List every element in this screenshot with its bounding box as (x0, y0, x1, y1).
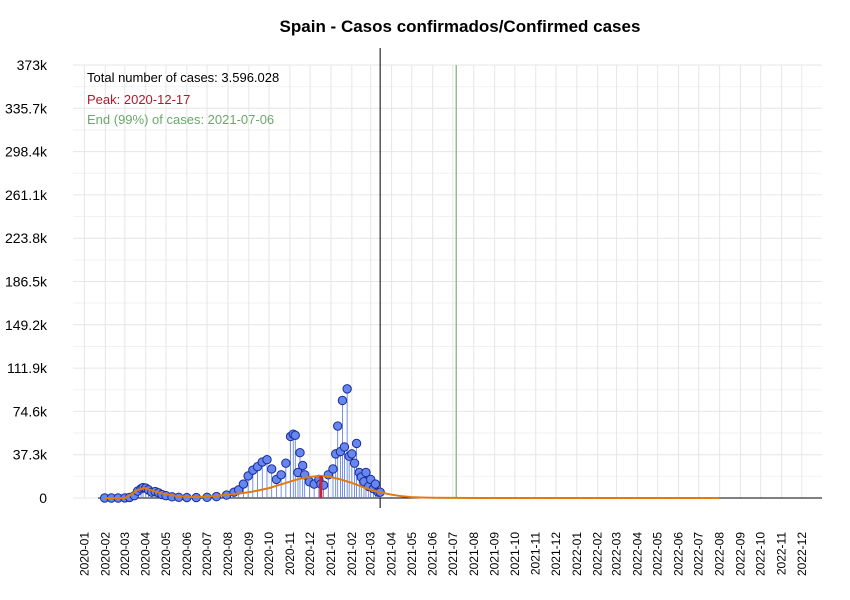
data-point (267, 464, 277, 474)
data-point (295, 448, 305, 458)
data-point (276, 470, 286, 480)
x-tick-label: 2022-04 (630, 532, 644, 576)
x-axis-ticks: 2020-01 2020-02 2020-03 2020-04 2020-05 2020-… (77, 532, 808, 576)
x-tick-label: 2020-09 (242, 532, 256, 576)
y-tick-label: 37.3k (13, 447, 48, 463)
x-tick-label: 2020-10 (262, 532, 276, 576)
data-point (337, 395, 348, 406)
x-tick-label: 2020-03 (118, 532, 132, 576)
annotation-total: Total number of cases: 3.596.028 (87, 70, 279, 85)
x-tick-label: 2021-03 (364, 532, 378, 576)
fit-line (104, 474, 720, 499)
x-tick-label: 2022-06 (672, 532, 686, 576)
data-point (361, 467, 371, 478)
x-tick-label: 2020-02 (98, 532, 112, 576)
y-tick-label: 261.1k (5, 187, 48, 203)
x-tick-label: 2022-07 (692, 532, 706, 576)
x-tick-label: 2021-08 (467, 532, 481, 576)
x-tick-label: 2021-07 (446, 532, 460, 576)
y-tick-label: 74.6k (13, 403, 48, 419)
grid-lines (73, 64, 822, 499)
annotation-peak: Peak: 2020-12-17 (87, 92, 190, 107)
data-point (290, 430, 300, 441)
y-axis-ticks: 0 37.3k 74.6k 111.9k 149.2k 186.5k 223.8k 261.1… (5, 57, 48, 506)
y-tick-label: 186.5k (5, 274, 48, 290)
x-tick-label: 2022-11 (775, 532, 789, 575)
data-point (342, 384, 352, 394)
y-tick-label: 335.7k (5, 100, 48, 116)
y-tick-label: 223.8k (5, 230, 48, 246)
data-point (281, 458, 291, 468)
x-tick-label: 2021-01 (324, 532, 338, 576)
x-tick-label: 2020-08 (221, 532, 235, 576)
x-tick-label: 2021-06 (426, 532, 440, 576)
data-point (297, 460, 308, 471)
data-point (347, 449, 357, 459)
x-tick-label: 2021-02 (345, 532, 359, 576)
x-tick-label: 2020-11 (283, 532, 297, 575)
fit-curve (104, 474, 720, 499)
y-tick-label: 298.4k (5, 144, 48, 160)
x-tick-label: 2021-09 (488, 532, 502, 576)
x-tick-label: 2022-03 (610, 532, 624, 576)
vertical-lines (379, 48, 458, 508)
data-point (351, 438, 362, 449)
data-point (328, 464, 338, 474)
x-tick-label: 2020-04 (139, 532, 153, 576)
x-tick-label: 2022-09 (733, 532, 747, 576)
x-tick-label: 2021-05 (405, 532, 419, 576)
y-tick-label: 0 (39, 490, 47, 506)
x-tick-label: 2020-06 (180, 532, 194, 576)
data-point (349, 458, 360, 468)
data-point (333, 421, 343, 431)
y-tick-label: 149.2k (5, 317, 48, 333)
x-tick-label: 2022-01 (570, 532, 584, 576)
x-tick-label: 2020-07 (200, 532, 214, 576)
x-tick-label: 2022-05 (651, 532, 665, 576)
chart-title: Spain - Casos confirmados/Confirmed case… (280, 17, 641, 36)
x-tick-label: 2020-01 (77, 532, 91, 576)
x-tick-label: 2022-12 (795, 532, 809, 576)
data-points (99, 384, 385, 503)
y-tick-label: 111.9k (7, 360, 48, 376)
x-tick-label: 2020-05 (159, 532, 173, 576)
x-tick-label: 2021-04 (385, 532, 399, 576)
x-tick-label: 2021-11 (529, 532, 543, 575)
annotation-end: End (99%) of cases: 2021-07-06 (87, 112, 274, 127)
data-point (262, 454, 272, 465)
x-tick-label: 2021-12 (549, 532, 563, 576)
data-point (370, 479, 381, 489)
x-tick-label: 2022-02 (591, 532, 605, 576)
x-tick-label: 2020-12 (303, 532, 317, 576)
x-tick-label: 2022-08 (713, 532, 727, 576)
data-point (339, 442, 350, 452)
y-tick-label: 373k (17, 57, 48, 73)
x-tick-label: 2021-10 (508, 532, 522, 576)
data-point (238, 479, 249, 489)
x-tick-label: 2022-10 (754, 532, 768, 576)
